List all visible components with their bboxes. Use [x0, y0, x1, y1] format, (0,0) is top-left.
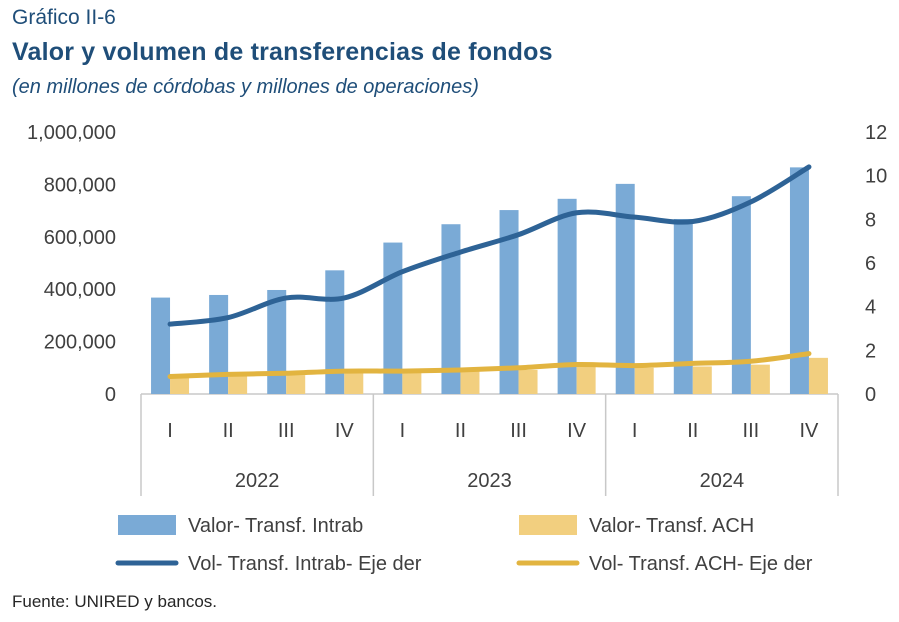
- y-right-tick-label: 12: [865, 122, 887, 144]
- bar: [344, 373, 364, 394]
- x-tick-label: IV: [800, 420, 820, 442]
- series-line: [167, 351, 812, 380]
- x-tick-label: II: [455, 420, 466, 442]
- bar: [402, 372, 422, 394]
- legend-swatch: [118, 515, 176, 535]
- bar: [460, 371, 480, 394]
- y-right-tick-label: 4: [865, 297, 876, 319]
- bar: [267, 289, 287, 394]
- x-tick-label: IV: [335, 420, 355, 442]
- bar: [789, 167, 809, 394]
- x-group-label: 2024: [700, 470, 745, 492]
- x-group-label: 2023: [467, 470, 512, 492]
- legend-swatch: [519, 515, 577, 535]
- x-tick-label: II: [223, 420, 234, 442]
- y-right-tick-label: 10: [865, 166, 887, 188]
- y-left-tick-label: 0: [105, 384, 116, 406]
- bar: [228, 376, 248, 394]
- bar: [286, 375, 306, 394]
- ticks-layer: 0 200,000 400,000 600,000 800,000 1,000,000 0 2…: [27, 122, 887, 492]
- lines-layer: [167, 164, 812, 380]
- legend-label: Valor- Transf. Intrab: [188, 515, 363, 537]
- chart-title: Valor y volumen de transferencias de fon…: [12, 38, 553, 66]
- x-tick-label: I: [400, 420, 406, 442]
- bar: [209, 294, 229, 394]
- bar: [557, 198, 577, 394]
- x-tick-label: I: [632, 420, 638, 442]
- y-left-tick-label: 1,000,000: [27, 122, 116, 144]
- source-note: Fuente: UNIRED y bancos.: [12, 592, 218, 611]
- x-tick-label: IV: [567, 420, 587, 442]
- y-left-tick-label: 600,000: [44, 227, 116, 249]
- bar: [615, 183, 635, 394]
- x-tick-label: III: [743, 420, 760, 442]
- chart-subtitle: (en millones de córdobas y millones de o…: [12, 76, 479, 98]
- bars-layer: [151, 167, 828, 394]
- bar: [634, 367, 654, 394]
- bar: [750, 364, 770, 394]
- x-group-label: 2022: [235, 470, 280, 492]
- x-tick-label: III: [510, 420, 527, 442]
- bar: [518, 369, 538, 394]
- axes-layer: [140, 393, 839, 496]
- y-left-tick-label: 400,000: [44, 279, 116, 301]
- y-right-tick-label: 2: [865, 340, 876, 362]
- bar: [673, 218, 693, 394]
- bar: [151, 297, 171, 394]
- series-line: [167, 164, 812, 327]
- y-left-tick-label: 200,000: [44, 332, 116, 354]
- legend-label: Vol- Transf. ACH- Eje der: [589, 553, 813, 575]
- y-right-tick-label: 8: [865, 209, 876, 231]
- bar: [692, 366, 712, 394]
- bar: [576, 365, 596, 394]
- bar: [441, 224, 461, 394]
- y-right-tick-label: 6: [865, 253, 876, 275]
- y-left-tick-label: 800,000: [44, 174, 116, 196]
- y-right-tick-label: 0: [865, 384, 876, 406]
- bar: [731, 196, 751, 394]
- legend-label: Valor- Transf. ACH: [589, 515, 754, 537]
- chart-label: Gráfico II-6: [12, 6, 116, 29]
- bar: [170, 376, 190, 394]
- x-tick-label: II: [687, 420, 698, 442]
- bar: [325, 270, 345, 394]
- bar: [499, 210, 519, 394]
- x-tick-label: I: [167, 420, 173, 442]
- bar: [808, 357, 828, 394]
- legend: Valor- Transf. Intrab Valor- Transf. ACH V…: [115, 515, 813, 575]
- legend-label: Vol- Transf. Intrab- Eje der: [188, 553, 422, 575]
- x-tick-label: III: [278, 420, 295, 442]
